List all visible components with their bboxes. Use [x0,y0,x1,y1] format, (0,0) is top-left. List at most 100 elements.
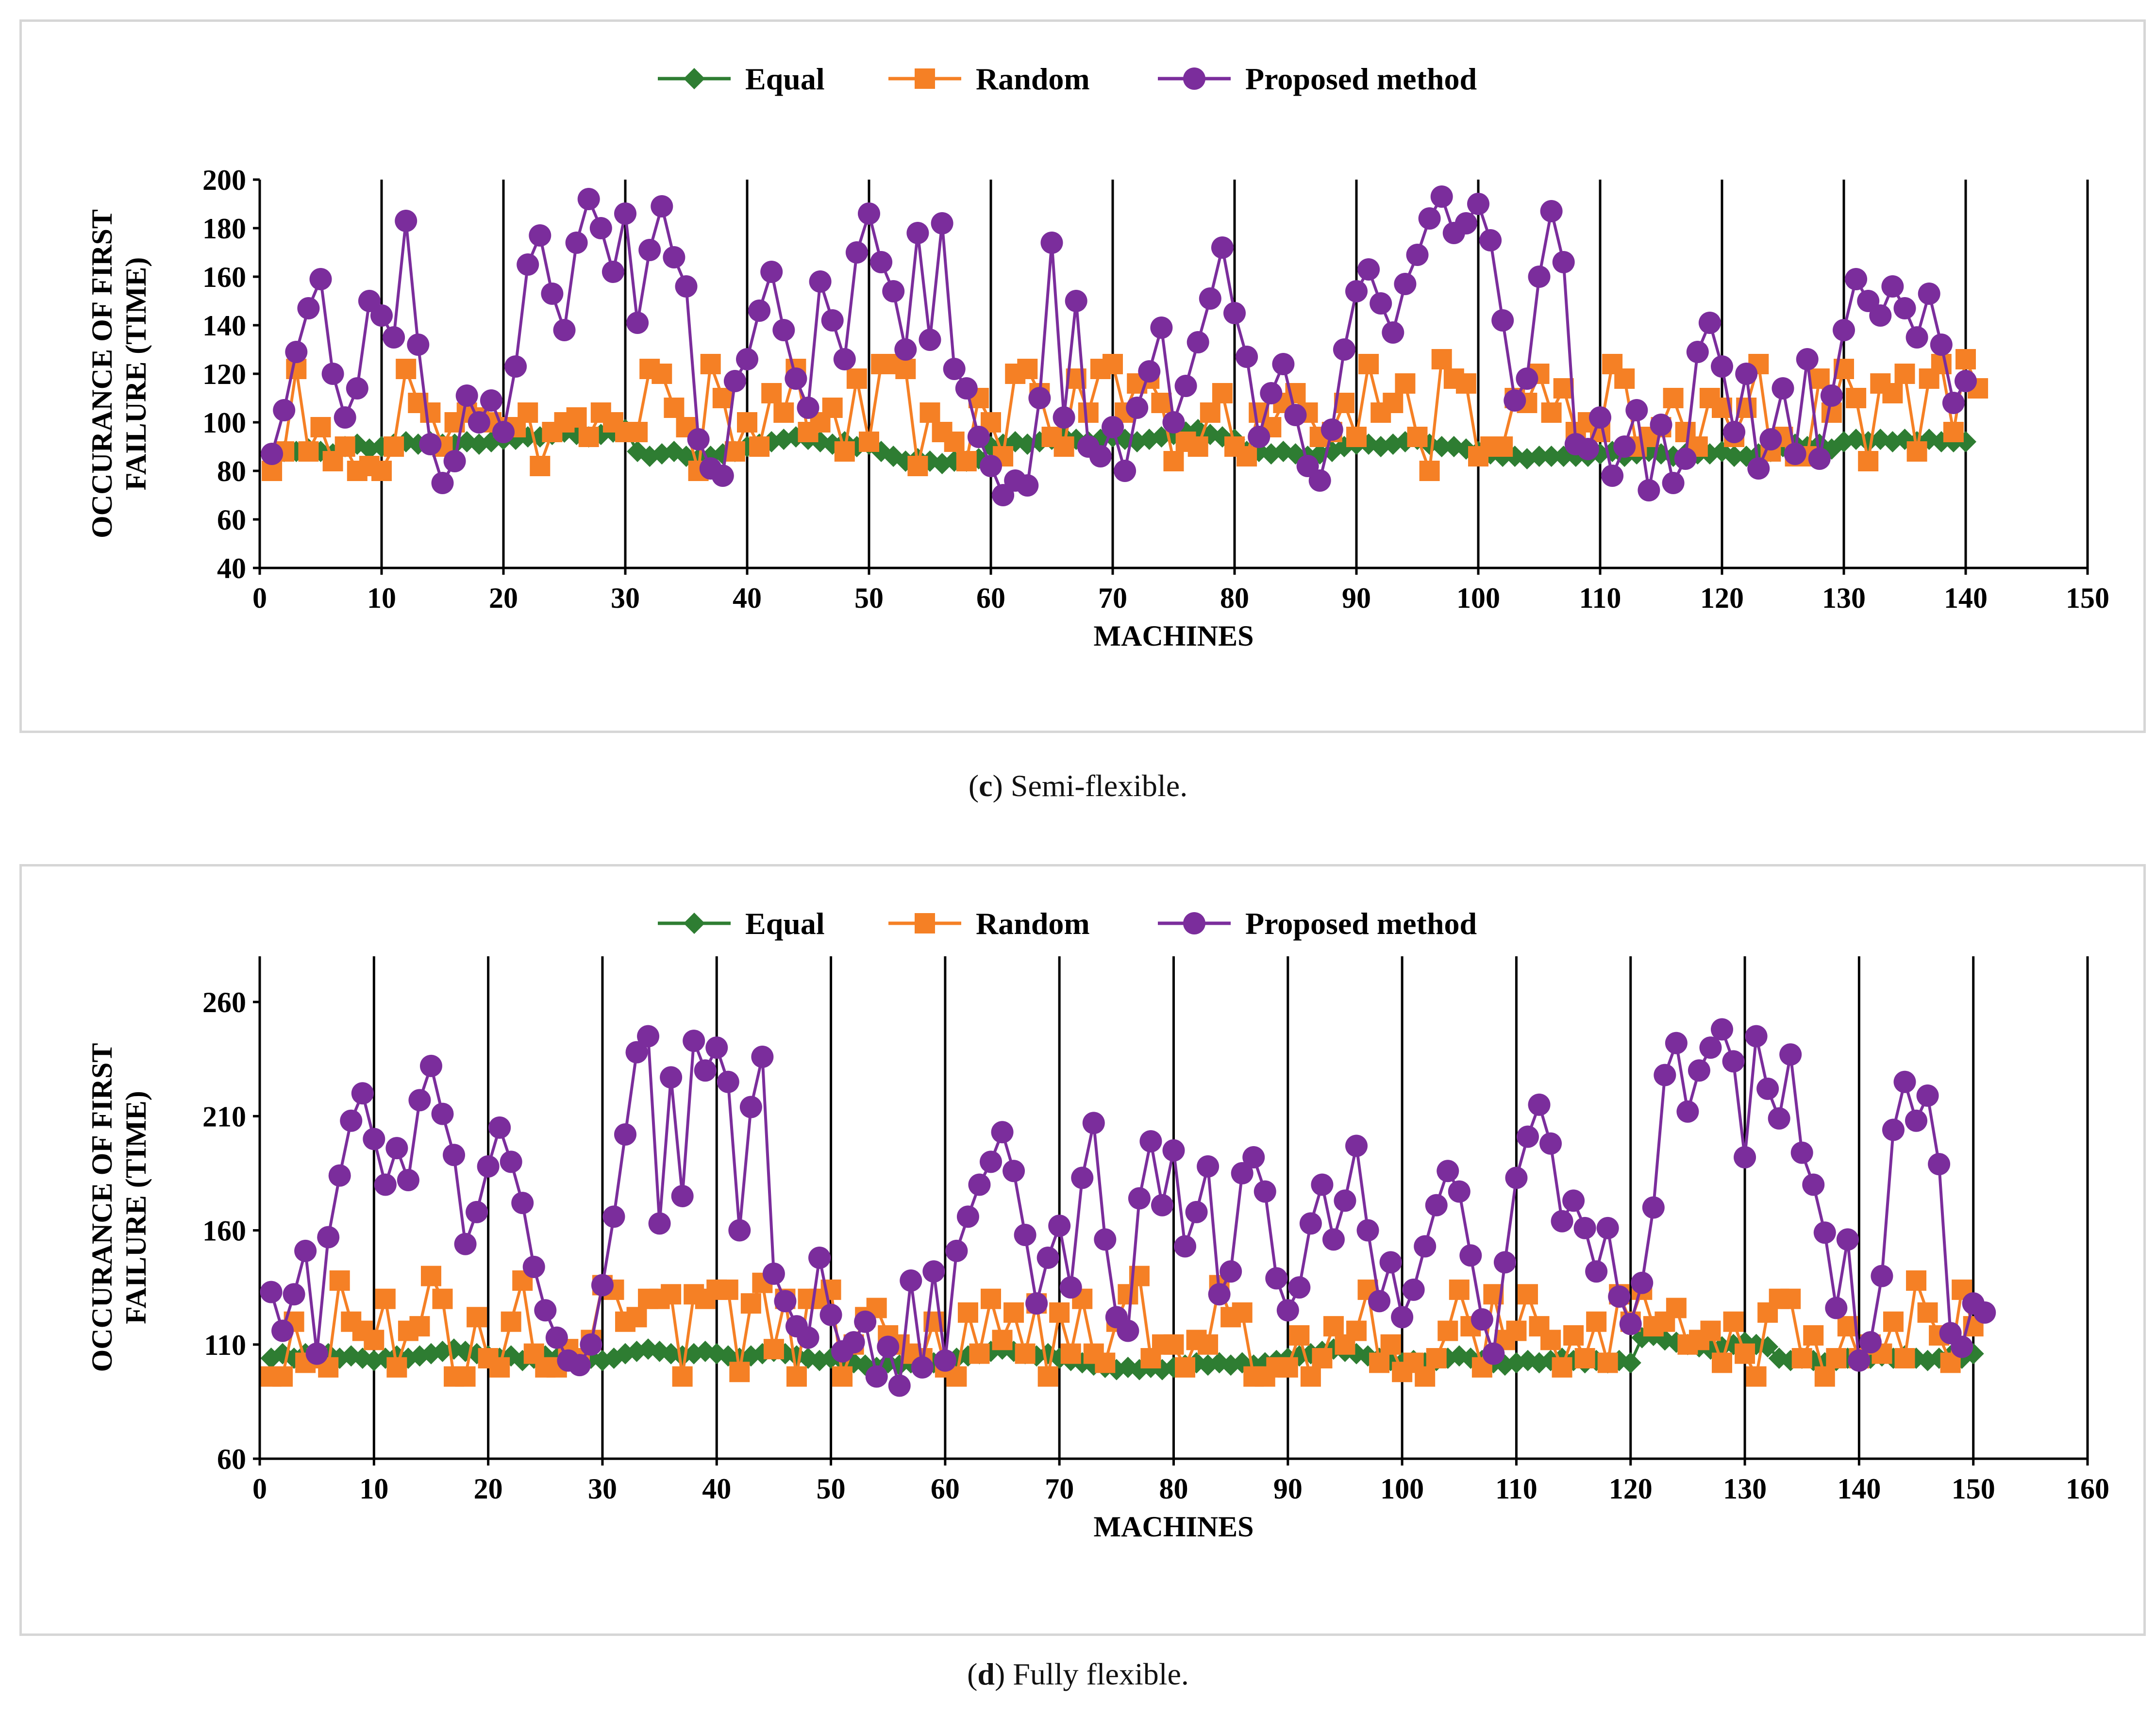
point-random [729,1362,750,1383]
point-random [1237,446,1257,466]
point-proposed-method [614,202,636,225]
caption-fully-flexible: (d) Fully flexible. [967,1657,1189,1691]
point-random [919,402,940,423]
point-proposed-method [397,1169,419,1192]
point-random [1200,402,1220,423]
point-proposed-method [1308,469,1331,492]
x-tick-label: 20 [474,1473,503,1505]
point-proposed-method [1734,1146,1756,1168]
point-random [672,1366,693,1387]
y-axis-title-line2: FAILURE (TIME) [120,1091,152,1324]
point-proposed-method [1430,185,1453,208]
legend-marker-proposed-method [1183,67,1205,90]
point-proposed-method [1711,1018,1733,1041]
legend-label-proposed-method: Proposed method [1245,906,1477,941]
x-tick-label: 120 [1700,582,1744,614]
x-tick-label: 80 [1159,1473,1188,1505]
point-proposed-method [1882,1118,1905,1141]
point-proposed-method [1813,1221,1836,1244]
point-random [1395,373,1416,394]
point-random [834,441,855,462]
legend-label-random: Random [976,906,1090,941]
point-proposed-method [1334,1189,1356,1212]
point-proposed-method [383,326,405,349]
point-random [272,1366,293,1387]
point-proposed-method [1951,1335,1973,1358]
point-random [1735,1343,1755,1364]
point-random [859,432,879,452]
point-random [737,412,757,433]
point-proposed-method [683,1030,705,1052]
point-proposed-method [1138,360,1161,383]
point-random [1780,1288,1801,1309]
point-random [518,402,538,423]
point-proposed-method [1871,1265,1893,1287]
point-proposed-method [1322,1228,1345,1251]
point-random [1415,1366,1436,1387]
gridlines [372,956,2089,1459]
point-proposed-method [1589,406,1611,429]
point-proposed-method [297,297,320,319]
point-equal [1962,1343,1984,1365]
point-proposed-method [1699,1036,1722,1059]
legend-marker-random [915,68,935,89]
point-random [1955,349,1976,369]
point-proposed-method [309,268,332,290]
point-proposed-method [385,1137,408,1160]
point-random [1037,1366,1058,1387]
point-proposed-method [1036,1247,1059,1269]
point-random [1323,1316,1344,1337]
point-proposed-method [1272,353,1295,375]
point-random [455,1366,476,1387]
point-proposed-method [1454,212,1477,234]
point-proposed-method [1345,1134,1368,1157]
point-random [1943,422,1964,442]
x-tick-label: 10 [359,1473,388,1505]
point-random [992,1330,1013,1350]
point-proposed-method [1003,1160,1025,1183]
point-proposed-method [845,241,868,264]
point-proposed-method [1613,435,1636,458]
point-proposed-method [877,1335,900,1358]
point-proposed-method [261,443,284,465]
point-proposed-method [1248,426,1270,448]
point-random [1449,1279,1470,1300]
point-proposed-method [1552,251,1575,273]
point-random [1103,354,1123,374]
point-proposed-method [1208,1283,1231,1306]
point-random [1552,1357,1572,1378]
point-proposed-method [1151,1194,1173,1216]
point-random [652,364,672,384]
point-random [334,436,355,457]
point-proposed-method [443,1144,466,1166]
x-tick-label: 0 [252,582,267,614]
point-random [700,354,721,374]
point-proposed-method [1320,418,1343,441]
y-axis-title-line1: OCCURANCE OF FIRST [86,1043,118,1372]
x-tick-label: 50 [817,1473,846,1505]
point-random [907,456,928,476]
point-random [1723,1311,1744,1332]
point-random [763,1339,784,1360]
point-proposed-method [455,384,478,407]
point-random [371,461,392,481]
point-proposed-method [1391,1306,1414,1329]
point-random [1517,1284,1538,1305]
point-proposed-method [1893,297,1916,319]
point-random [329,1270,350,1291]
x-tick-label: 0 [252,1473,267,1505]
x-tick-label: 100 [1380,1473,1424,1505]
point-proposed-method [517,253,539,276]
point-proposed-method [1881,275,1904,298]
point-proposed-method [1796,348,1819,370]
point-proposed-method [1187,331,1209,353]
point-proposed-method [443,450,466,472]
point-random [895,359,916,379]
point-proposed-method [419,1054,442,1077]
point-proposed-method [1745,1025,1768,1048]
point-proposed-method [922,1260,945,1283]
legend: Equal Random Proposed method [658,906,1477,941]
point-proposed-method [1276,1299,1299,1322]
point-random [1826,1348,1847,1368]
point-proposed-method [1242,1146,1265,1168]
